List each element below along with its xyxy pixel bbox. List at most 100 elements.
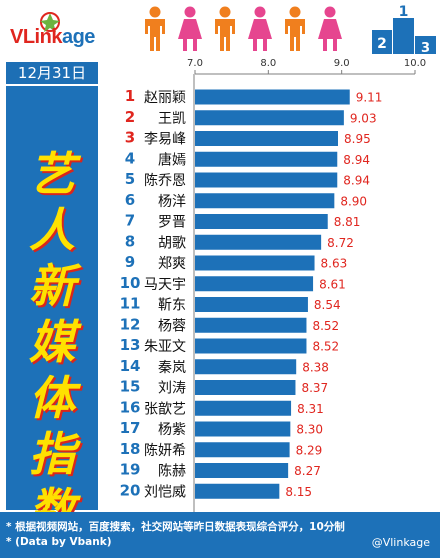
rank-number: 12 [120,315,141,333]
footer-note-2: * (Data by Vbank) [6,536,112,548]
logo-text: VLinkage [10,26,95,49]
logo-star-icon [40,12,60,32]
rank-number: 2 [125,108,135,126]
bar [195,172,338,188]
woman-icon [178,6,202,51]
side-title-char: 新 [29,259,75,313]
rank-number: 1 [125,87,135,105]
rank-number: 14 [120,357,141,375]
date-label: 12月31日 [6,62,98,84]
people-icons [145,6,342,51]
bar-chart: 7.0 8.0 9.0 10.0 1 赵丽颖 9.11 2 王凯 9.03 3 李易峰 8.95 4 唐嫣 8… [120,58,426,512]
bar [195,421,291,437]
bar [195,255,315,271]
category-label: 张歆艺 [144,401,186,417]
bar [195,110,344,126]
x-tick-label: 9.0 [334,58,350,69]
bar [195,214,328,229]
bar [195,234,322,250]
side-title-char: 媒 [29,315,75,369]
category-label: 唐嫣 [158,151,186,168]
bar [195,359,297,375]
logo-text-part: VLink [10,26,62,48]
bar [195,317,307,333]
bar [195,483,280,499]
value-label: 8.54 [314,298,341,312]
category-label: 陈乔恩 [144,172,186,189]
footer: * 根据视频网站，百度搜索，社交网站等昨日数据表现综合评分，10分制 * (Da… [0,512,440,558]
side-title-char: 指 [29,427,75,481]
svg-text:1: 1 [399,4,409,20]
value-label: 8.81 [334,215,361,229]
category-label: 郑爽 [158,256,186,272]
bar [195,193,335,209]
category-label: 陈赫 [158,463,186,480]
value-label: 8.63 [321,257,348,271]
woman-icon [318,6,342,51]
footer-credit: @Vlinkage [371,536,430,549]
man-icon [285,6,305,51]
category-label: 刘恺威 [144,484,186,500]
bar [195,89,350,105]
rank-number: 4 [125,149,135,167]
bar [195,276,314,292]
rank-number: 17 [120,419,141,437]
value-label: 8.38 [302,360,329,374]
category-label: 杨紫 [158,422,186,438]
rank-number: 10 [120,274,141,292]
bar [195,151,338,167]
value-label: 8.15 [285,485,312,499]
side-title-char: 人 [29,203,75,257]
value-label: 8.37 [301,381,328,395]
logo-text-tail: age [61,26,95,48]
category-label: 秦岚 [158,360,186,376]
value-label: 8.27 [294,464,321,478]
rank-number: 20 [120,481,141,499]
side-title-char: 艺 [29,147,75,201]
category-label: 杨洋 [158,194,186,210]
footer-note-1: * 根据视频网站，百度搜索，社交网站等昨日数据表现综合评分，10分制 [6,521,345,533]
x-tick-label: 7.0 [187,58,203,69]
category-label: 赵丽颖 [144,90,186,106]
svg-text:3: 3 [421,41,430,54]
man-icon [215,6,235,51]
rank-number: 18 [120,440,141,458]
svg-text:2: 2 [377,36,387,52]
rank-number: 6 [125,191,135,209]
value-label: 9.03 [350,111,377,125]
category-label: 王凯 [158,111,186,127]
rank-number: 9 [125,253,135,271]
category-label: 靳东 [158,298,186,314]
x-tick-label: 8.0 [260,58,276,69]
value-label: 8.94 [343,174,370,188]
bar [195,442,290,458]
value-label: 8.95 [344,132,371,146]
rank-number: 19 [120,461,141,479]
category-label: 罗晋 [158,215,186,231]
value-label: 8.90 [340,194,367,208]
rank-number: 16 [120,398,141,416]
bar [195,463,289,478]
category-label: 胡歌 [158,235,186,251]
podium-icon: 2 1 3 [372,4,436,54]
woman-icon [248,6,272,51]
bar [195,400,292,416]
value-label: 8.94 [343,153,370,167]
value-label: 9.11 [356,91,383,105]
value-label: 8.61 [319,277,346,291]
value-label: 8.30 [296,423,323,437]
rank-number: 13 [120,336,141,354]
bar [195,380,296,395]
header: VLinkage 2 1 3 [0,0,440,58]
value-label: 8.52 [312,340,339,354]
rank-number: 11 [120,295,141,313]
category-label: 马天宇 [144,277,186,293]
rank-number: 3 [125,129,135,147]
x-tick-label: 10.0 [404,58,426,69]
value-label: 8.31 [297,402,324,416]
category-label: 朱亚文 [144,339,186,355]
rank-number: 8 [125,232,135,250]
rank-number: 7 [125,212,135,230]
bar [195,131,338,146]
category-label: 陈妍希 [144,442,186,459]
